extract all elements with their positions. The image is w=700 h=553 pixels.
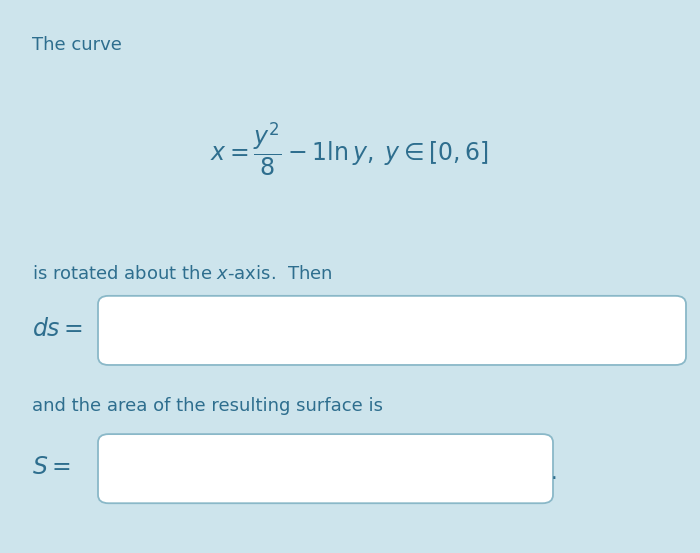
Text: $S =$: $S =$ <box>32 455 70 479</box>
FancyBboxPatch shape <box>98 296 686 365</box>
Text: is rotated about the $x$-axis.  Then: is rotated about the $x$-axis. Then <box>32 265 332 283</box>
Text: $ds =$: $ds =$ <box>32 317 83 341</box>
Text: .: . <box>551 463 557 483</box>
Text: and the area of the resulting surface is: and the area of the resulting surface is <box>32 398 382 415</box>
Text: The curve: The curve <box>32 36 121 54</box>
Text: $x = \dfrac{y^2}{8} - 1\ln y,\; y \in [0, 6]$: $x = \dfrac{y^2}{8} - 1\ln y,\; y \in [0… <box>211 121 489 178</box>
FancyBboxPatch shape <box>98 434 553 503</box>
